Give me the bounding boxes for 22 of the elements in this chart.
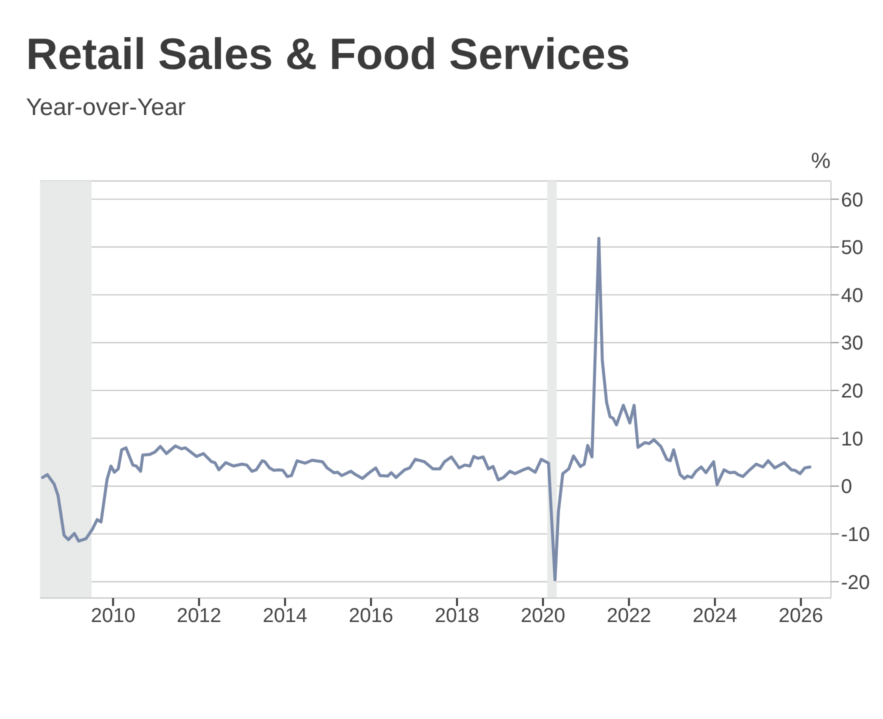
line-series <box>41 236 812 582</box>
y-tick-label: 10 <box>841 428 864 450</box>
y-tick-label: 20 <box>841 380 864 403</box>
x-tick-label: 2020 <box>520 605 566 628</box>
y-axis-title: % <box>811 148 831 174</box>
y-tick-label: 0 <box>841 476 852 498</box>
x-tick-label: 2026 <box>778 605 824 628</box>
x-tick-label: 2016 <box>348 605 394 628</box>
x-tick-label: 2012 <box>176 605 222 628</box>
x-tick-label: 2018 <box>434 605 480 628</box>
x-tick-label: 2014 <box>262 605 308 628</box>
chart-subtitle: Year-over-Year <box>26 94 186 122</box>
y-tick-label: 30 <box>841 332 864 355</box>
y-tick-label: 50 <box>841 237 864 260</box>
y-tick-label: -10 <box>841 524 870 546</box>
x-tick-label: 2024 <box>692 605 738 628</box>
y-tick-label: 60 <box>841 189 864 212</box>
x-tick-label: 2022 <box>606 605 652 628</box>
chart-title: Retail Sales & Food Services <box>26 30 630 80</box>
y-tick-label: -20 <box>841 572 870 594</box>
x-tick-label: 2010 <box>90 605 136 628</box>
y-tick-label: 40 <box>841 284 864 307</box>
